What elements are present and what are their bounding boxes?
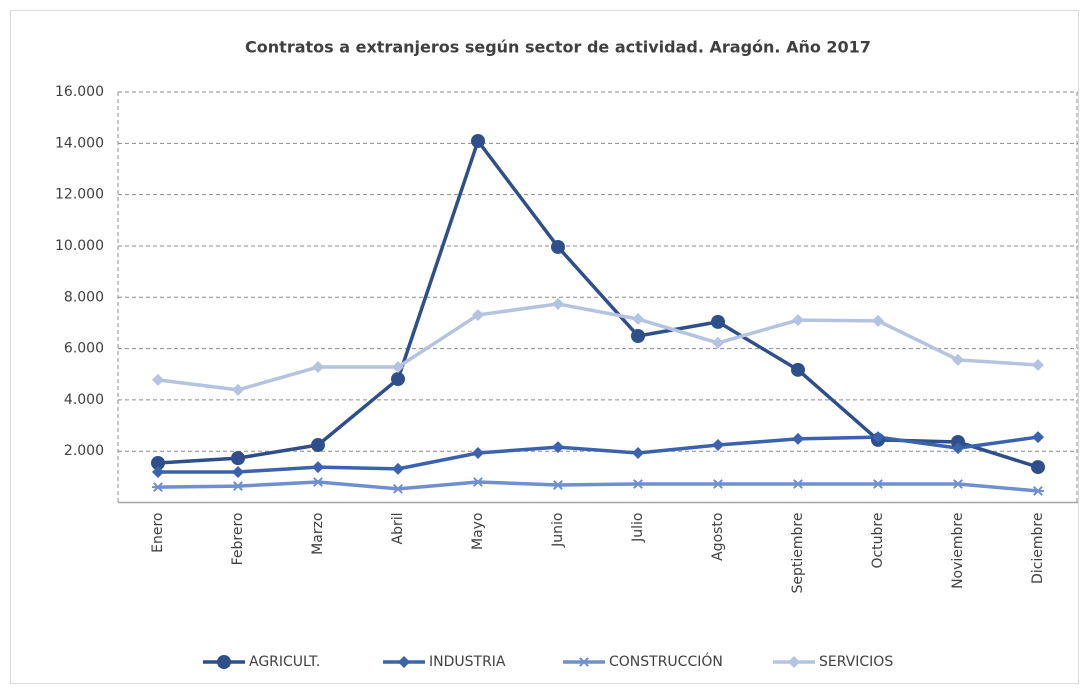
marker [1032,431,1044,444]
marker [552,297,564,310]
marker [951,434,965,449]
legend-marker [217,655,231,669]
marker [792,314,804,327]
marker [152,465,164,478]
marker [312,477,324,487]
marker [392,361,404,374]
y-tick-label: 4.000 [64,392,104,408]
legend-label: INDUSTRIA [429,654,506,670]
marker [392,462,404,475]
y-tick-label: 12.000 [55,187,104,203]
chart-frame [10,10,1079,684]
marker [872,479,884,489]
marker [391,372,405,387]
marker [311,438,325,453]
marker [232,465,244,478]
marker [471,134,485,149]
marker [792,479,804,489]
marker [232,481,244,491]
y-tick-label: 6.000 [64,341,104,357]
marker [952,442,964,455]
marker [152,373,164,386]
chart-title: Contratos a extranjeros según sector de … [245,38,871,57]
marker [872,431,884,444]
x-tick-label: Abril [390,513,406,545]
series-line [158,435,1039,474]
y-tick-label: 8.000 [64,289,104,305]
legend-marker [578,657,590,667]
marker [151,455,165,470]
legend-label: CONSTRUCCIÓN [609,652,723,670]
legend-label: SERVICIOS [819,654,893,670]
x-tick-label: Septiembre [790,513,806,594]
marker [791,362,805,377]
series-line [157,302,1039,392]
marker [231,451,245,466]
x-tick-label: Diciembre [1030,513,1046,584]
marker [552,480,564,490]
marker [551,239,565,254]
marker [472,446,484,459]
x-tick-label: Enero [150,513,166,553]
marker [552,441,564,454]
x-tick-label: Agosto [710,513,726,561]
marker [872,314,884,327]
marker [631,328,645,343]
marker [232,383,244,396]
marker [1032,358,1044,371]
x-tick-label: Junio [550,513,566,548]
marker [152,482,164,493]
marker [632,446,644,459]
marker [312,361,324,374]
y-tick-label: 16.000 [55,84,104,100]
marker [711,314,725,329]
x-tick-label: Marzo [310,513,326,555]
x-tick-label: Octubre [870,513,886,569]
x-tick-label: Mayo [470,513,486,551]
marker [792,432,804,445]
marker [472,477,484,487]
x-tick-label: Febrero [230,513,246,566]
marker [1031,460,1045,475]
x-tick-label: Noviembre [950,513,966,589]
marker [712,439,724,452]
marker [632,313,644,326]
legend-marker [398,656,410,668]
marker [1032,486,1044,496]
marker [952,479,964,489]
series-line [157,480,1039,493]
y-tick-label: 10.000 [55,238,104,254]
marker [632,479,644,489]
marker [952,353,964,366]
marker [712,479,724,489]
marker [392,483,404,494]
x-tick-label: Julio [630,513,646,543]
marker [472,308,484,321]
y-tick-label: 14.000 [55,135,104,151]
legend-marker [788,656,800,668]
y-tick-label: 2.000 [64,443,104,459]
marker [712,336,724,349]
legend-label: AGRICULT. [249,654,320,670]
marker [312,461,324,474]
